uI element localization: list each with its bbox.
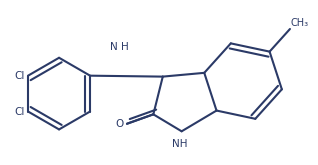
Text: O: O — [115, 119, 123, 129]
Text: N: N — [110, 42, 118, 52]
Text: NH: NH — [172, 139, 188, 149]
Text: H: H — [121, 42, 129, 52]
Text: Cl: Cl — [15, 71, 25, 81]
Text: CH₃: CH₃ — [291, 18, 309, 28]
Text: Cl: Cl — [15, 106, 25, 116]
